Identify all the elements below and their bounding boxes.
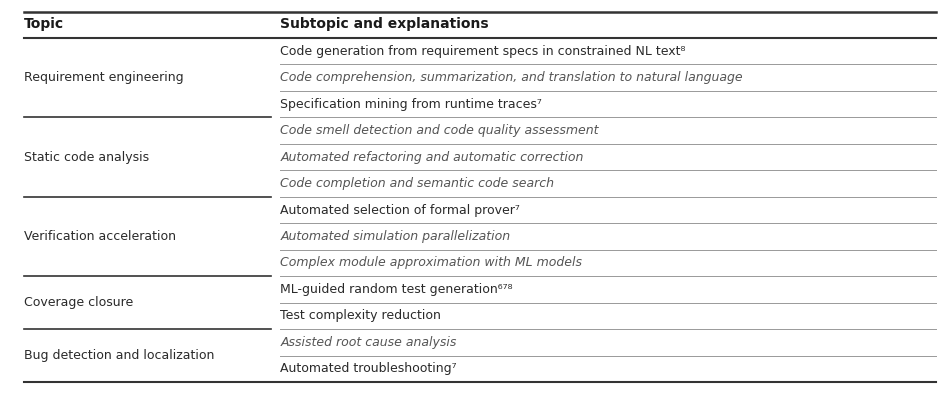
Text: Coverage closure: Coverage closure (24, 296, 133, 309)
Text: Subtopic and explanations: Subtopic and explanations (280, 17, 489, 31)
Text: Requirement engineering: Requirement engineering (24, 71, 183, 84)
Text: Code generation from requirement specs in constrained NL text⁸: Code generation from requirement specs i… (280, 45, 686, 58)
Text: Complex module approximation with ML models: Complex module approximation with ML mod… (280, 256, 582, 269)
Text: Specification mining from runtime traces⁷: Specification mining from runtime traces… (280, 98, 542, 111)
Text: Verification acceleration: Verification acceleration (24, 230, 176, 243)
Text: Code smell detection and code quality assessment: Code smell detection and code quality as… (280, 124, 598, 137)
Text: Automated simulation parallelization: Automated simulation parallelization (280, 230, 510, 243)
Text: Automated refactoring and automatic correction: Automated refactoring and automatic corr… (280, 150, 583, 164)
Text: Assisted root cause analysis: Assisted root cause analysis (280, 336, 457, 349)
Text: Automated selection of formal prover⁷: Automated selection of formal prover⁷ (280, 203, 521, 217)
Text: Code comprehension, summarization, and translation to natural language: Code comprehension, summarization, and t… (280, 71, 743, 84)
Text: ML-guided random test generation⁶⁷⁸: ML-guided random test generation⁶⁷⁸ (280, 283, 513, 296)
Text: Topic: Topic (24, 17, 64, 31)
Text: Automated troubleshooting⁷: Automated troubleshooting⁷ (280, 362, 457, 375)
Text: Bug detection and localization: Bug detection and localization (24, 349, 214, 362)
Text: Test complexity reduction: Test complexity reduction (280, 309, 441, 322)
Text: Static code analysis: Static code analysis (24, 150, 149, 164)
Text: Code completion and semantic code search: Code completion and semantic code search (280, 177, 554, 190)
